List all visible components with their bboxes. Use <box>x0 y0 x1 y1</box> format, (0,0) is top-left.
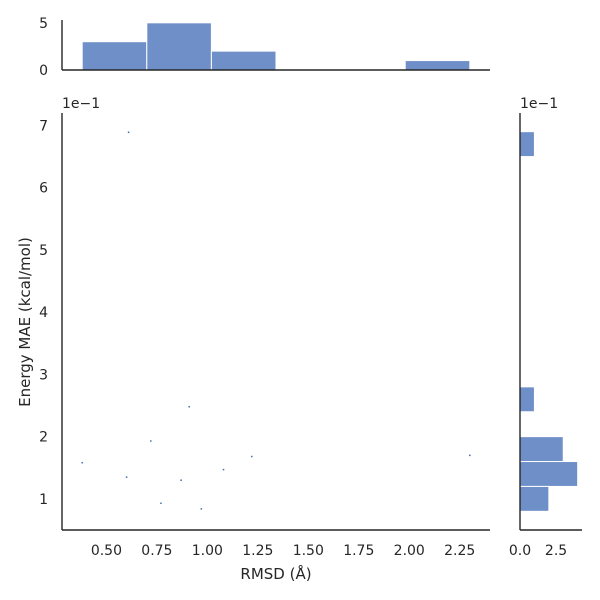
x-tick-label: 2.00 <box>394 543 425 559</box>
top-histogram-bar <box>210 50 277 71</box>
scatter-point <box>127 131 130 134</box>
right-histogram-bar <box>519 386 535 413</box>
x-tick-label: 1.00 <box>192 543 223 559</box>
right-histogram-offset-label: 1e−1 <box>520 96 558 112</box>
y-axis-offset-label: 1e−1 <box>62 96 100 112</box>
x-axis-label: RMSD (Å) <box>240 564 311 583</box>
y-tick-label: 6 <box>39 181 48 197</box>
scatter-point <box>222 468 225 471</box>
scatter-point <box>250 455 253 458</box>
scatter-plot: 0.50 0.75 1.00 1.25 1.50 1.75 2.00 2.25 1 2 3 4 5 6 7 <box>39 113 490 559</box>
scatter-point <box>188 405 191 408</box>
y-tick-label: 2 <box>39 430 48 446</box>
y-axis-label: Energy MAE (kcal/mol) <box>16 237 34 407</box>
y-tick-label: 3 <box>39 367 48 383</box>
top-histogram-bar <box>81 41 148 71</box>
x-tick-label: 0.50 <box>91 543 122 559</box>
right-histogram-x-tick-label: 0.0 <box>509 543 531 559</box>
x-tick-label: 2.25 <box>444 543 475 559</box>
right-histogram-bar <box>519 436 564 463</box>
scatter-point <box>180 479 183 482</box>
right-histogram: 0.0 2.5 <box>509 113 582 559</box>
top-histogram-bar <box>146 22 212 71</box>
top-histogram-y-tick-label: 5 <box>39 16 48 32</box>
y-tick-label: 5 <box>39 243 48 259</box>
x-tick-label: 1.25 <box>242 543 273 559</box>
x-tick-label: 0.75 <box>141 543 172 559</box>
scatter-point <box>160 502 162 505</box>
y-tick-label: 1 <box>39 492 48 508</box>
top-histogram-y-tick-label: 0 <box>39 63 48 79</box>
top-histogram-bar <box>404 60 471 71</box>
right-histogram-x-tick-label: 2.5 <box>545 543 567 559</box>
y-tick-label: 4 <box>39 305 48 321</box>
right-histogram-bar <box>519 485 550 512</box>
x-tick-label: 1.50 <box>293 543 324 559</box>
x-tick-label: 1.75 <box>343 543 374 559</box>
scatter-point <box>149 440 152 442</box>
right-histogram-bar <box>519 461 579 487</box>
scatter-point <box>468 454 471 457</box>
scatter-point <box>200 507 203 510</box>
top-histogram: 05 <box>39 16 490 79</box>
y-tick-label: 7 <box>39 118 48 134</box>
scatter-point <box>125 476 128 478</box>
scatter-point <box>81 461 84 464</box>
right-histogram-bar <box>519 131 535 158</box>
